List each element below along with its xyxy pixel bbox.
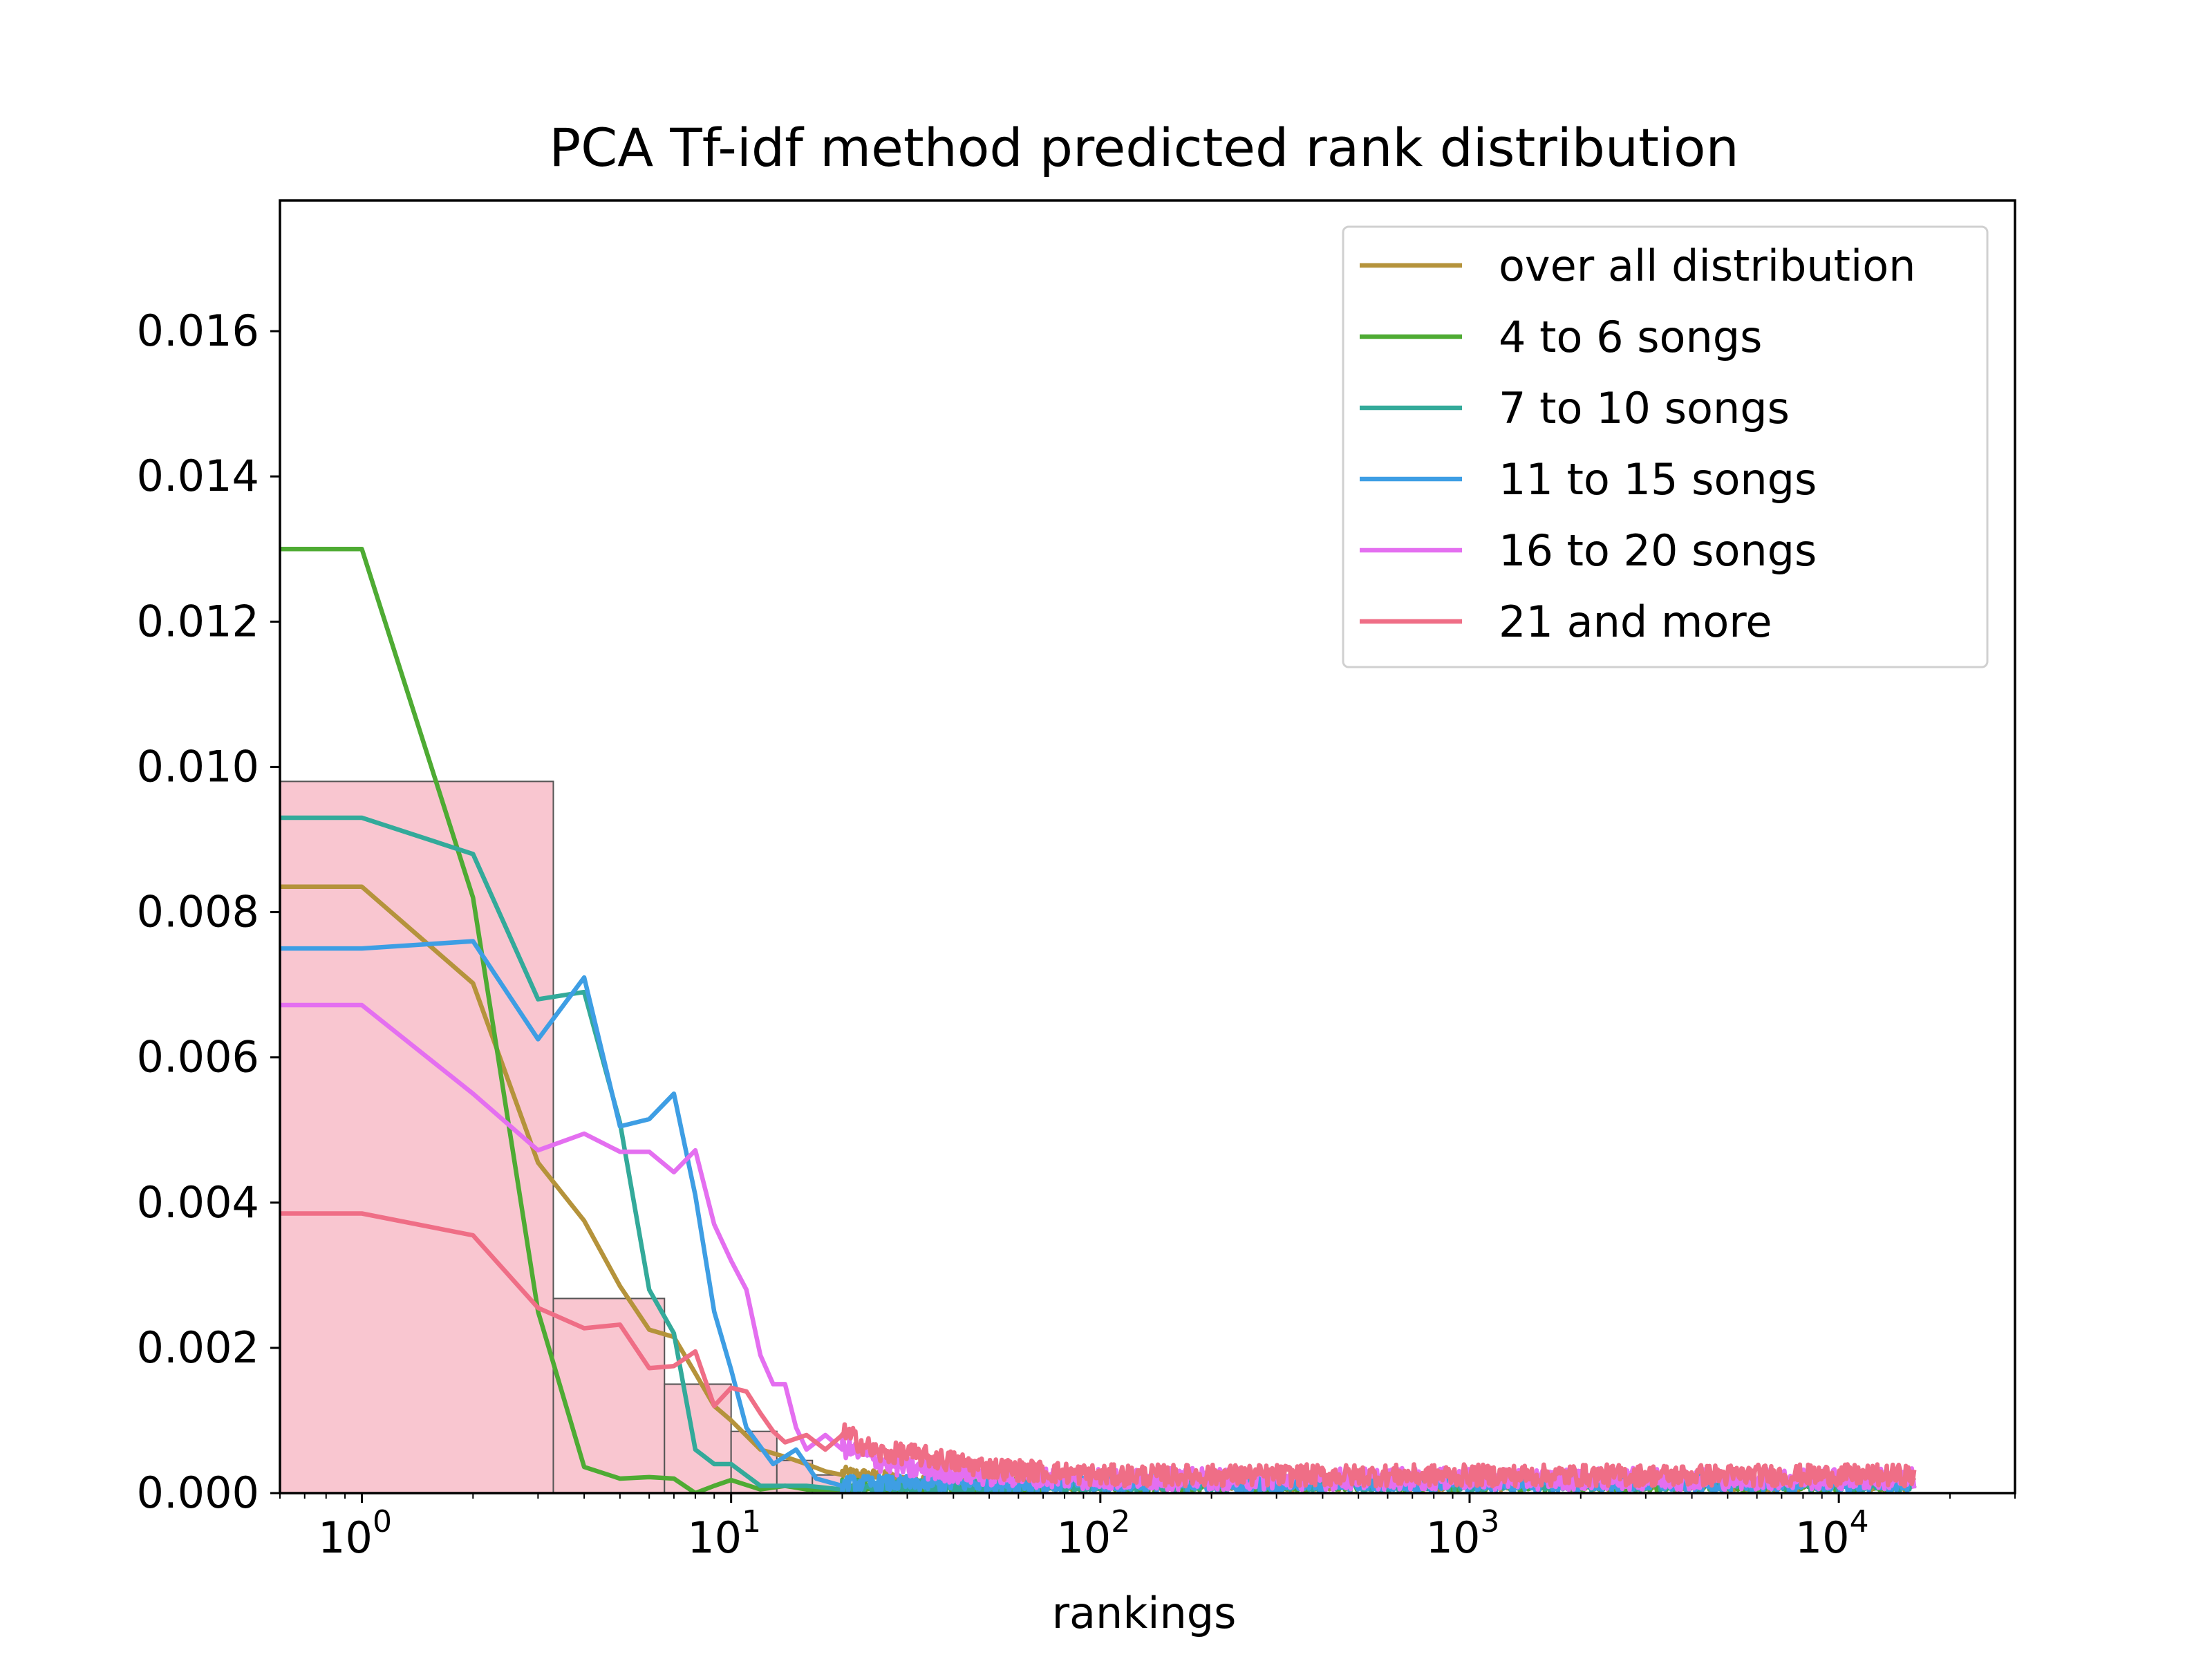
y-tick-label: 0.008 (137, 887, 260, 937)
axes: 0.000 0.002 0.004 0.006 0.008 0.010 0.012 0.014… (137, 199, 2016, 1563)
plot-area (280, 547, 1917, 1493)
legend-label: 4 to 6 songs (1499, 312, 1762, 362)
histogram-bar (280, 780, 554, 1493)
chart-title: PCA Tf-idf method predicted rank distrib… (549, 117, 1738, 178)
x-axis-label: rankings (1052, 1588, 1237, 1638)
legend-label: 11 to 15 songs (1499, 454, 1817, 505)
legend-box (1342, 225, 1989, 668)
y-tick-label: 0.016 (137, 306, 260, 356)
x-tick-label: 102 (1056, 1504, 1130, 1563)
legend-label: 16 to 20 songs (1499, 525, 1817, 576)
legend-label: 21 and more (1499, 597, 1772, 647)
x-tick-label: 104 (1795, 1504, 1869, 1563)
y-tick-label: 0.002 (137, 1322, 260, 1373)
y-tick-label: 0.006 (137, 1032, 260, 1082)
x-tick-label: 101 (687, 1504, 761, 1563)
x-tick-label: 103 (1426, 1504, 1500, 1563)
legend-label: over all distribution (1499, 241, 1915, 291)
plot-content (280, 547, 1917, 1493)
legend-label: 7 to 10 songs (1499, 383, 1790, 433)
series-line (280, 1211, 1917, 1489)
y-tick-label: 0.012 (137, 596, 260, 646)
y-tick-label: 0.014 (137, 451, 260, 501)
axes-frame (279, 199, 2016, 1494)
legend: over all distribution 4 to 6 songs 7 to 10… (1342, 225, 1989, 668)
y-tick-label: 0.004 (137, 1177, 260, 1228)
x-tick-label: 100 (318, 1504, 392, 1563)
y-tick-label: 0.010 (137, 741, 260, 791)
y-tick-label: 0.000 (137, 1468, 260, 1518)
